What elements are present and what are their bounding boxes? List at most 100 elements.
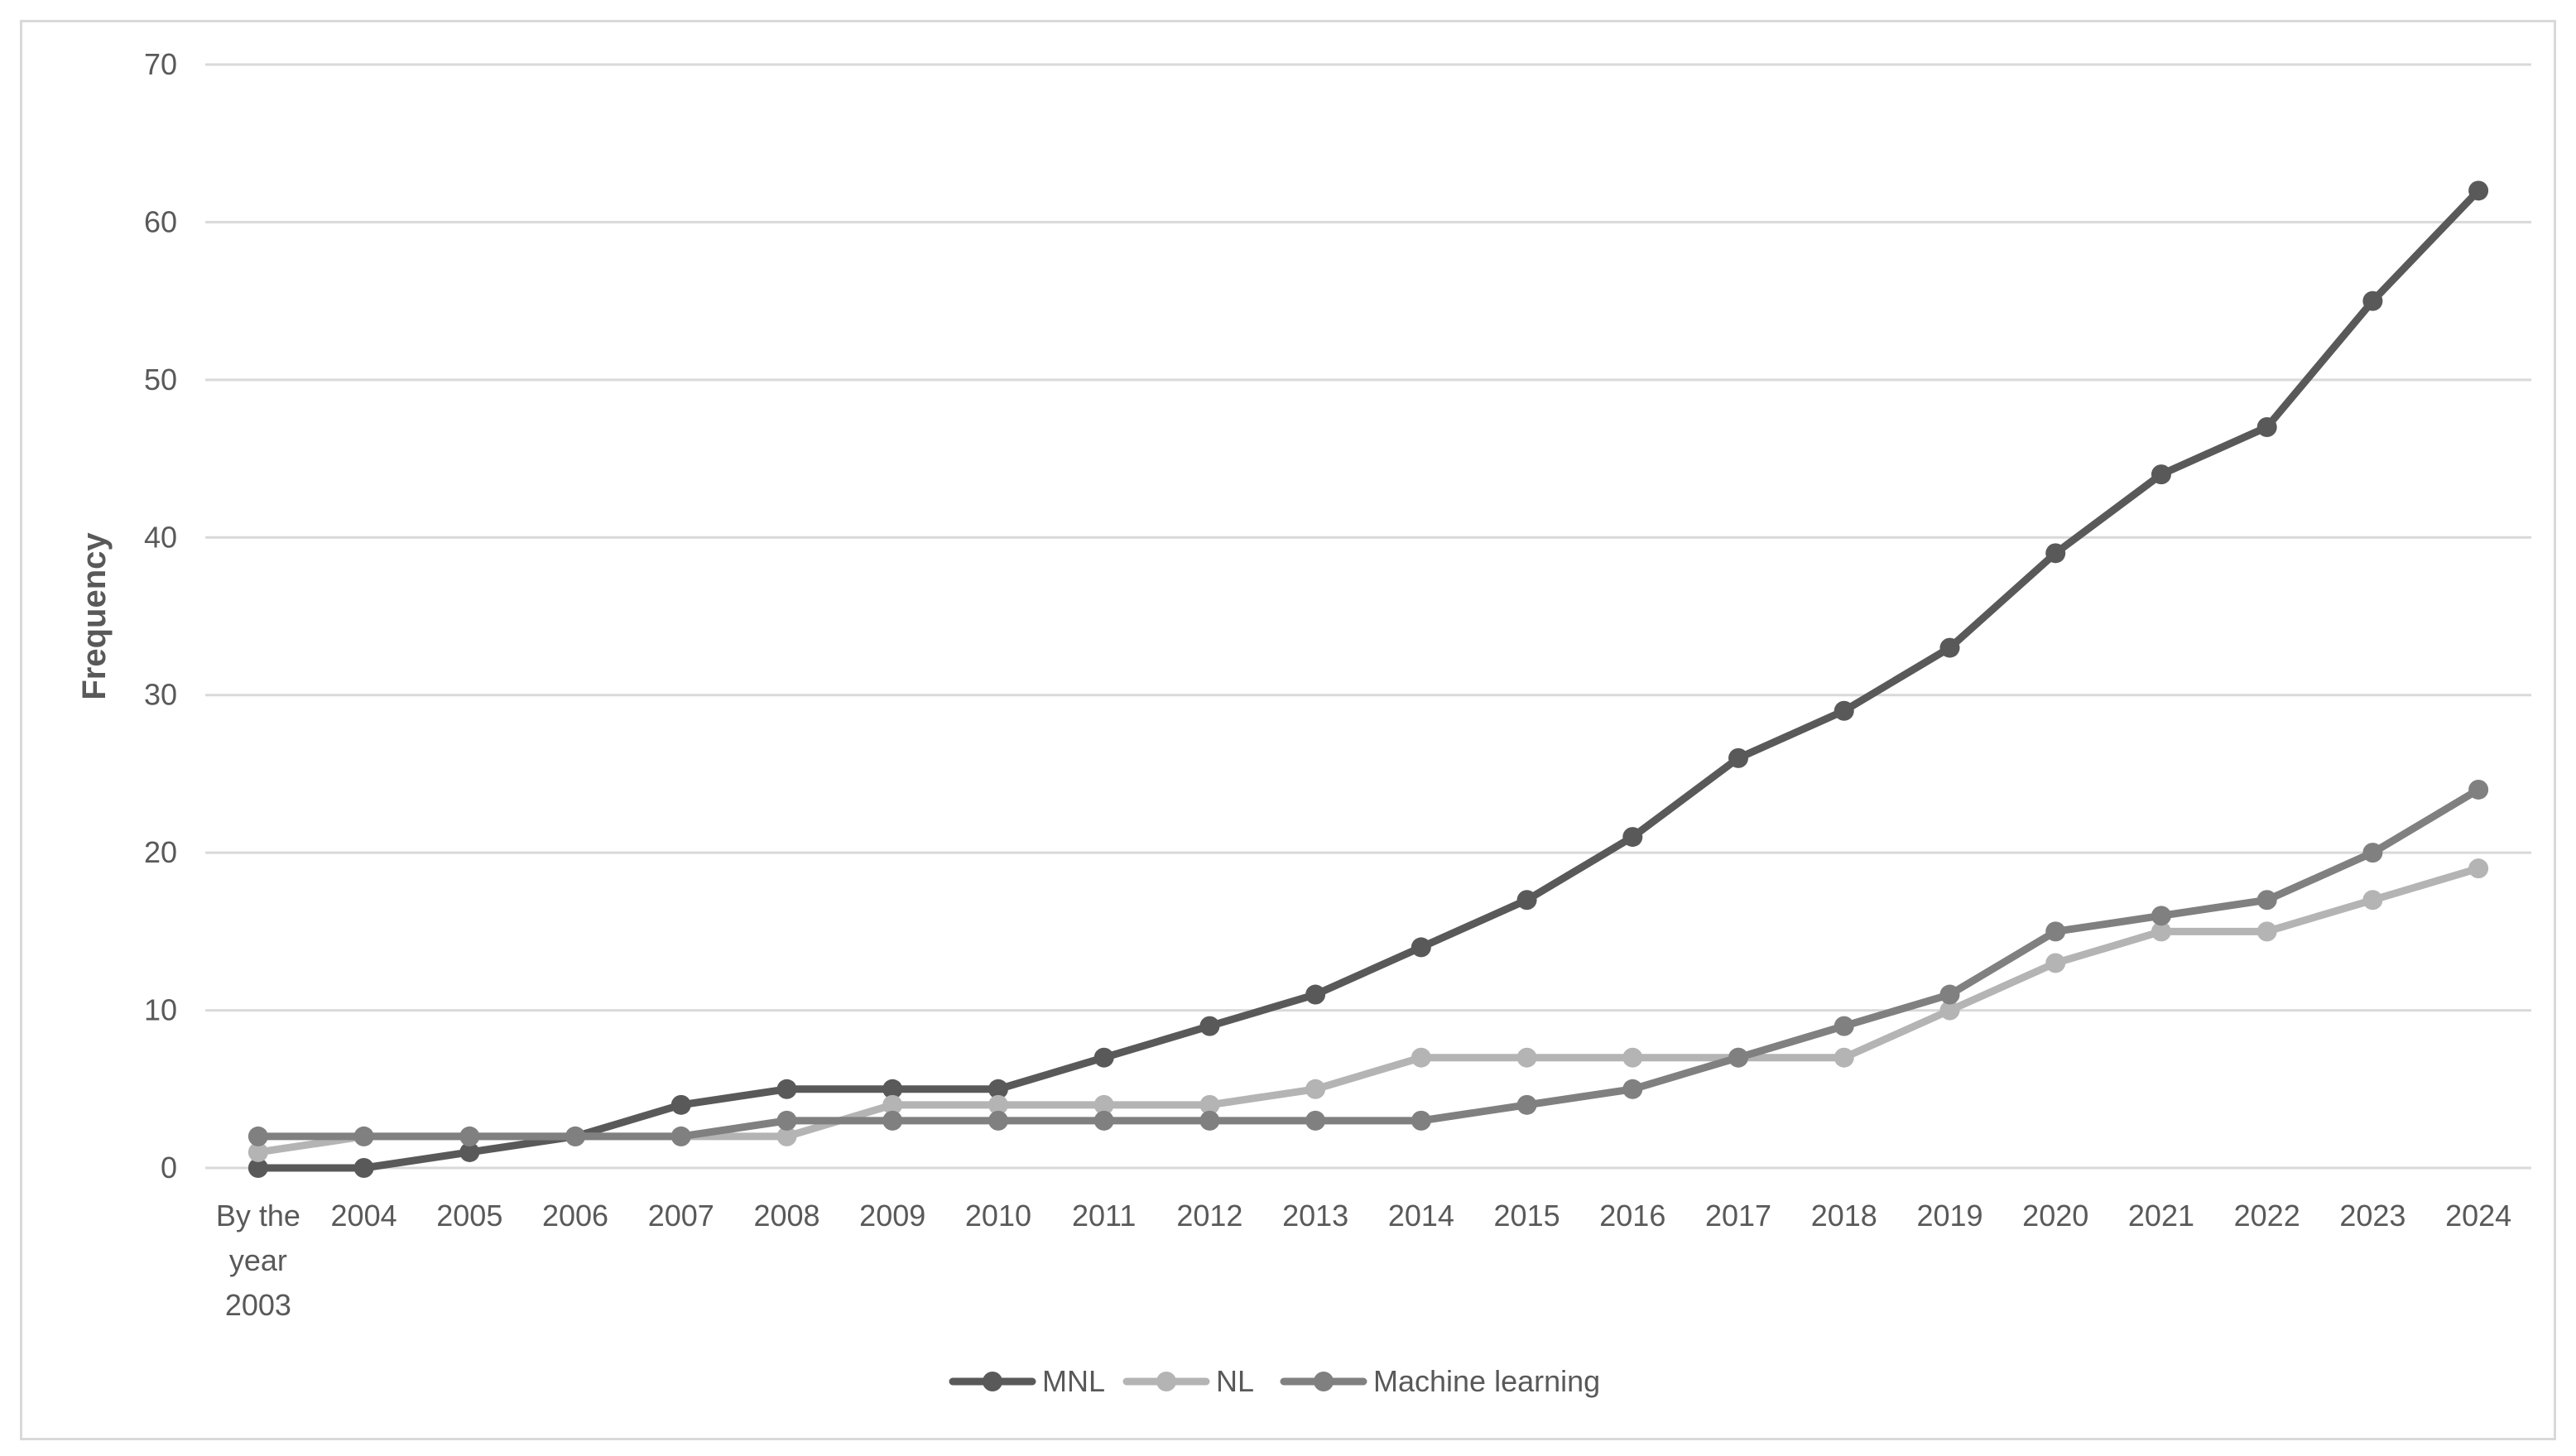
data-point	[1305, 984, 1326, 1005]
data-point	[670, 1126, 691, 1146]
x-tick-label-line: 2015	[1494, 1199, 1560, 1233]
legend-label: MNL	[1042, 1364, 1105, 1398]
x-tick-label: 2005	[436, 1199, 502, 1233]
y-tick-label: 70	[144, 47, 177, 81]
x-tick-label: 2019	[1916, 1199, 1982, 1233]
x-tick-label-line: 2022	[2234, 1199, 2300, 1233]
data-point	[2256, 921, 2277, 942]
x-tick-label: 2008	[753, 1199, 819, 1233]
data-point	[1833, 700, 1854, 721]
x-tick-label: 2023	[2339, 1199, 2405, 1233]
legend-label: Machine learning	[1373, 1364, 1600, 1398]
x-tick-label-line: 2014	[1388, 1199, 1454, 1233]
data-point	[1833, 1016, 1854, 1036]
legend-swatch-marker	[1156, 1372, 1176, 1391]
data-point	[776, 1126, 797, 1146]
y-tick-label: 30	[144, 678, 177, 712]
x-tick-label: 2011	[1072, 1199, 1136, 1233]
data-point	[882, 1079, 903, 1099]
data-point	[1411, 937, 1431, 958]
x-tick-label-line: 2011	[1072, 1199, 1136, 1233]
x-tick-label: 2015	[1494, 1199, 1560, 1233]
data-point	[1199, 1094, 1220, 1115]
data-point	[1939, 984, 1960, 1005]
series-line	[254, 786, 2482, 1141]
x-tick-label-line: 2009	[859, 1199, 925, 1233]
legend-swatch-marker	[983, 1372, 1002, 1391]
x-tick-label-line: 2016	[1599, 1199, 1665, 1233]
x-tick-label-line: 2010	[965, 1199, 1031, 1233]
x-tick-label: 2017	[1705, 1199, 1771, 1233]
data-point	[248, 1141, 268, 1162]
x-tick-label-line: 2017	[1705, 1199, 1771, 1233]
data-point	[2468, 858, 2489, 879]
data-point	[1093, 1110, 1114, 1131]
x-tick-label-line: 2020	[2022, 1199, 2088, 1233]
data-point	[2045, 543, 2066, 564]
data-point	[882, 1110, 903, 1131]
data-point	[2362, 890, 2383, 911]
chart-frame: 0 10 20 30 40 50 60 70 By the year 2003 2004 2005 20…	[20, 20, 2556, 1440]
x-tick-label-line: 2023	[2339, 1199, 2405, 1233]
x-tick-label: 2010	[965, 1199, 1031, 1233]
x-tick-label: 2009	[859, 1199, 925, 1233]
x-tick-label: 2018	[1811, 1199, 1877, 1233]
data-point	[1411, 1047, 1431, 1068]
data-point	[1516, 1094, 1537, 1115]
x-tick-label: By the year 2003	[216, 1199, 300, 1322]
series-machine-learning	[248, 779, 2489, 1146]
x-tick-label-line: 2008	[753, 1199, 819, 1233]
data-point	[988, 1079, 1008, 1099]
series-line	[254, 186, 2482, 1172]
x-tick-label-line: 2004	[331, 1199, 397, 1233]
x-tick-label-line: 2024	[2445, 1199, 2511, 1233]
x-tick-label-line: 2006	[542, 1199, 608, 1233]
y-tick-label: 0	[161, 1151, 177, 1185]
data-point	[1305, 1110, 1326, 1131]
x-tick-label: 2014	[1388, 1199, 1454, 1233]
data-point	[2362, 291, 2383, 311]
x-tick-label: 2016	[1599, 1199, 1665, 1233]
data-point	[1728, 747, 1749, 768]
data-point	[2256, 890, 2277, 911]
series	[248, 180, 2489, 1178]
y-tick-label: 10	[144, 993, 177, 1027]
data-point	[988, 1094, 1008, 1115]
data-point	[2468, 779, 2489, 800]
data-point	[1622, 827, 1643, 848]
series-mnl	[248, 180, 2489, 1178]
x-tick-label-line: year	[229, 1243, 287, 1277]
x-tick-label: 2006	[542, 1199, 608, 1233]
data-point	[1939, 637, 1960, 658]
x-tick-label: 2024	[2445, 1199, 2511, 1233]
y-tick-label: 60	[144, 204, 177, 238]
data-point	[1622, 1079, 1643, 1099]
x-tick-label-line: 2018	[1811, 1199, 1877, 1233]
data-point	[1516, 1047, 1537, 1068]
gridlines	[205, 63, 2531, 1012]
data-point	[1939, 1000, 1960, 1021]
x-tick-label: 2004	[331, 1199, 397, 1233]
data-point	[2045, 953, 2066, 973]
data-point	[1833, 1047, 1854, 1068]
x-tick-label-line: 2021	[2128, 1199, 2194, 1233]
data-point	[1305, 1079, 1326, 1099]
x-tick-label-line: 2007	[648, 1199, 714, 1233]
data-point	[353, 1158, 374, 1178]
data-point	[882, 1094, 903, 1115]
x-tick-label: 2022	[2234, 1199, 2300, 1233]
data-point	[248, 1158, 268, 1178]
y-tick-label: 40	[144, 520, 177, 554]
legend-item-mnl: MNL	[949, 1364, 1105, 1398]
data-point	[2468, 180, 2489, 201]
data-point	[459, 1141, 480, 1162]
data-point	[1093, 1047, 1114, 1068]
data-point	[2151, 464, 2171, 485]
legend-item-machine-learning: Machine learning	[1280, 1364, 1600, 1398]
x-tick-labels: By the year 2003 2004 2005 2006 2007 2008 2009 20…	[216, 1199, 2511, 1322]
x-tick-label: 2012	[1176, 1199, 1242, 1233]
data-point	[1093, 1094, 1114, 1115]
x-tick-label-line: 2013	[1282, 1199, 1348, 1233]
legend-item-nl: NL	[1122, 1364, 1254, 1398]
data-point	[2151, 921, 2171, 942]
